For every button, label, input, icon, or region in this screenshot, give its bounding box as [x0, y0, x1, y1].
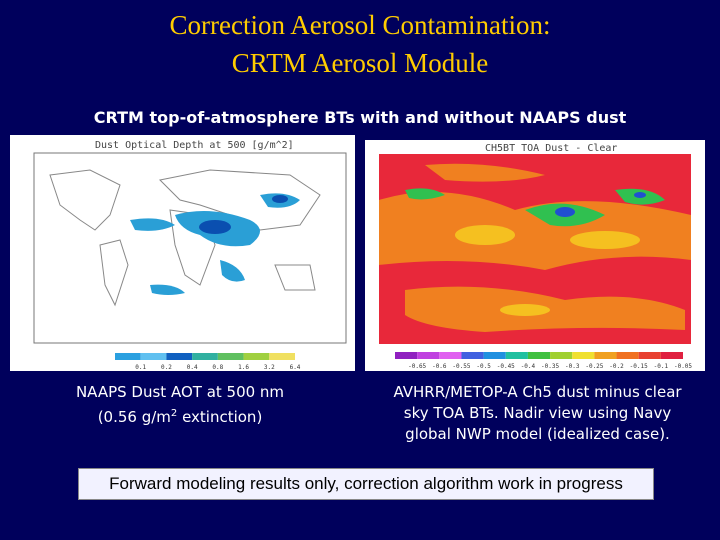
colorbar-swatch: [217, 353, 244, 360]
title-line: Correction Aerosol Contamination:: [169, 10, 551, 40]
caption-text: (0.56 g/m: [97, 408, 171, 426]
colorbar: 0.1 0.2 0.4 0.8 1.6 3.2 6.4: [115, 353, 301, 371]
colorbar-label: -0.65: [408, 363, 426, 370]
field-patches: [455, 225, 640, 316]
colorbar-swatch: [550, 352, 573, 359]
colorbar-label: 0.8: [212, 364, 223, 371]
colorbar-label: -0.1: [654, 363, 669, 370]
caption-line: NAAPS Dust AOT at 500 nm: [75, 383, 285, 401]
colorbar-label: 0.4: [187, 364, 198, 371]
colorbar-swatch: [243, 353, 270, 360]
map-background: [10, 135, 355, 371]
colorbar-swatch: [166, 353, 193, 360]
title-line: CRTM Aerosol Module: [231, 48, 489, 78]
dense-dust: [199, 195, 288, 234]
colorbar-swatch: [439, 352, 462, 359]
colorbar: -0.65 -0.6 -0.55 -0.5 -0.45 -0.4 -0.35 -0.3 -0.2…: [395, 352, 692, 370]
aot-map: Dust Optical Depth at 500 [g/m^2] 0.1 0.2…: [10, 135, 355, 371]
colorbar-swatch: [461, 352, 484, 359]
caption-line: AVHRR/METOP-A Ch5 dust minus clear: [393, 383, 682, 401]
colorbar-swatch: [115, 353, 141, 360]
colorbar-swatch: [483, 352, 506, 359]
caption: AVHRR/METOP-A Ch5 dust minus clear sky T…: [370, 382, 705, 445]
caption-line: sky TOA BTs. Nadir view using Navy: [403, 404, 672, 422]
colorbar-label: 1.6: [238, 364, 249, 371]
colorbar-label: -0.5: [476, 363, 491, 370]
colorbar-swatch: [594, 352, 617, 359]
caption-line: global NWP model (idealized case).: [405, 425, 670, 443]
colorbar-label: 0.2: [161, 364, 172, 371]
colorbar-swatch: [638, 352, 661, 359]
colorbar-swatch: [572, 352, 595, 359]
colorbar-swatch: [269, 353, 295, 360]
colorbar-swatch: [192, 353, 218, 360]
map-title: Dust Optical Depth at 500 [g/m^2]: [95, 140, 294, 151]
subtitle: CRTM top-of-atmosphere BTs with and with…: [93, 108, 627, 127]
colorbar-label: -0.25: [585, 363, 603, 370]
colorbar-swatch: [417, 352, 440, 359]
colorbar-label: -0.4: [521, 363, 536, 370]
colorbar-label: 3.2: [264, 364, 275, 371]
colorbar-label: -0.05: [674, 363, 692, 370]
footer-note: Forward modeling results only, correctio…: [78, 468, 654, 500]
caption: NAAPS Dust AOT at 500 nm (0.56 g/m2 exti…: [30, 382, 330, 428]
map-frame: [33, 152, 347, 344]
colorbar-label: 6.4: [290, 364, 301, 371]
caption-line: (0.56 g/m2 extinction): [30, 403, 330, 428]
colorbar-label: -0.35: [541, 363, 559, 370]
map-title: CH5BT TOA Dust - Clear: [485, 143, 617, 154]
colorbar-label: -0.2: [609, 363, 624, 370]
dust-signal-strong: [555, 192, 646, 217]
colorbar-label: -0.15: [630, 363, 648, 370]
colorbar-swatch: [395, 352, 418, 359]
superscript: 2: [170, 408, 178, 419]
colorbar-swatch: [140, 353, 167, 360]
colorbar-label: -0.3: [565, 363, 580, 370]
colorbar-swatch: [660, 352, 683, 359]
colorbar-label: -0.45: [497, 363, 515, 370]
bt-map: CH5BT TOA Dust - Clear -0.65 -0.6 -0.55 -0.…: [365, 140, 705, 371]
colorbar-label: -0.55: [452, 363, 470, 370]
colorbar-label: 0.1: [135, 364, 146, 371]
caption-text: extinction): [177, 408, 263, 426]
colorbar-swatch: [527, 352, 551, 359]
colorbar-swatch: [616, 352, 639, 359]
colorbar-label: -0.6: [432, 363, 447, 370]
colorbar-swatch: [505, 352, 528, 359]
